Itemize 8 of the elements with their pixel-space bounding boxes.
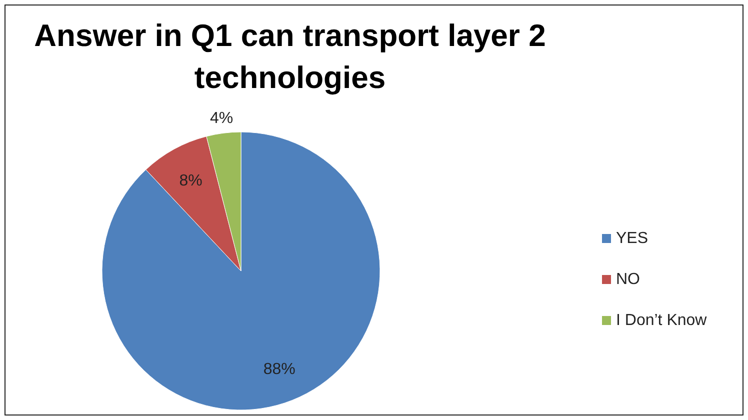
data-label: 8% <box>179 172 202 190</box>
legend-label: YES <box>616 230 648 247</box>
chart-title: Answer in Q1 can transport layer 2 technologies <box>34 18 546 95</box>
legend-label: NO <box>616 271 640 288</box>
data-label: 4% <box>210 110 234 128</box>
pie-slice <box>102 132 380 410</box>
legend-label: I Don’t Know <box>616 312 708 329</box>
data-label: 88% <box>263 360 296 378</box>
